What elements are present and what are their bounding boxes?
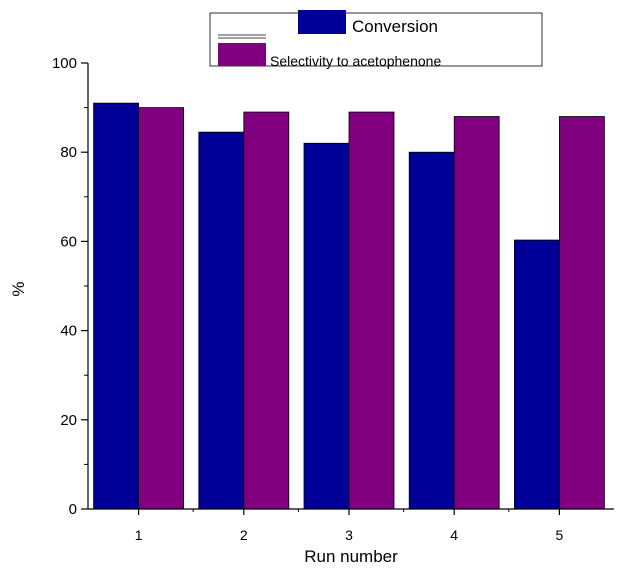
bar-conversion: [408, 151, 455, 510]
x-tick-label: 2: [240, 527, 248, 543]
y-tick-label: 0: [69, 501, 77, 518]
bar-conversion: [303, 142, 350, 510]
bar-selectivity: [453, 116, 500, 510]
legend-swatch-selectivity: [218, 43, 266, 66]
y-tick-label: 20: [60, 412, 77, 429]
legend: Conversion Selectivity to acetophenone: [209, 10, 543, 69]
legend-box: [209, 12, 543, 67]
x-tick-label: 5: [556, 527, 564, 543]
y-tick-label: 80: [60, 144, 77, 161]
y-tick-label: 40: [60, 323, 77, 340]
x-ticks-group: 1 2 3 4 5: [135, 509, 564, 543]
bar-conversion: [93, 102, 139, 510]
bar-conversion: [198, 131, 245, 510]
bar-selectivity: [559, 116, 605, 510]
legend-swatch-conversion: [298, 10, 346, 34]
bar-selectivity: [348, 111, 395, 510]
y-tick-label: 100: [52, 55, 77, 72]
bar-selectivity: [243, 111, 290, 510]
y-tick-label: 60: [60, 233, 77, 250]
legend-label-selectivity: Selectivity to acetophenone: [270, 53, 441, 69]
bar-selectivity: [138, 107, 185, 510]
x-tick-label: 4: [450, 527, 458, 543]
x-axis-title: Run number: [304, 547, 398, 566]
x-tick-label: 3: [345, 527, 353, 543]
bars-group: [93, 102, 605, 510]
bar-conversion: [514, 239, 560, 510]
y-ticks-group: 0 20 40 60 80 100: [52, 55, 88, 518]
y-axis-title: %: [9, 281, 28, 296]
legend-label-conversion: Conversion: [352, 17, 438, 36]
x-tick-label: 1: [135, 527, 143, 543]
